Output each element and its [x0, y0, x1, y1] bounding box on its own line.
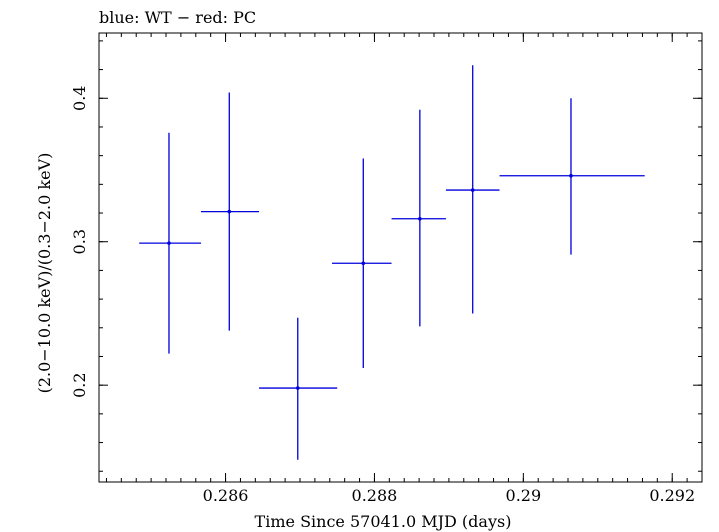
data-series: [139, 65, 645, 460]
chart-title: blue: WT − red: PC: [99, 8, 256, 27]
y-tick-label: 0.3: [70, 229, 89, 254]
point-marker: [167, 241, 171, 245]
data-point: [139, 132, 201, 354]
y-tick-label: 0.2: [70, 372, 89, 397]
point-marker: [569, 173, 573, 178]
data-point: [200, 92, 260, 331]
x-axis: 0.286 0.288 0.29 0.292: [105, 33, 703, 505]
x-tick-label: 0.288: [352, 486, 398, 505]
point-marker: [361, 261, 366, 266]
y-axis: 0.2 0.3 0.4: [70, 40, 702, 472]
data-point: [499, 98, 645, 255]
y-tick-label: 0.4: [70, 86, 89, 111]
data-point: [445, 65, 500, 314]
point-marker: [418, 216, 422, 221]
x-axis-label: Time Since 57041.0 MJD (days): [255, 512, 512, 531]
data-point: [259, 317, 338, 460]
point-marker: [227, 209, 232, 214]
point-marker: [470, 188, 475, 192]
point-marker: [295, 386, 300, 390]
data-point: [332, 158, 392, 368]
y-axis-label: (2.0−10.0 keV)/(0.3−2.0 keV): [35, 153, 54, 394]
x-tick-label: 0.29: [506, 486, 542, 505]
x-tick-label: 0.286: [203, 486, 249, 505]
data-point: [391, 109, 446, 327]
x-tick-label: 0.292: [649, 486, 695, 505]
plot-frame: [98, 32, 703, 483]
